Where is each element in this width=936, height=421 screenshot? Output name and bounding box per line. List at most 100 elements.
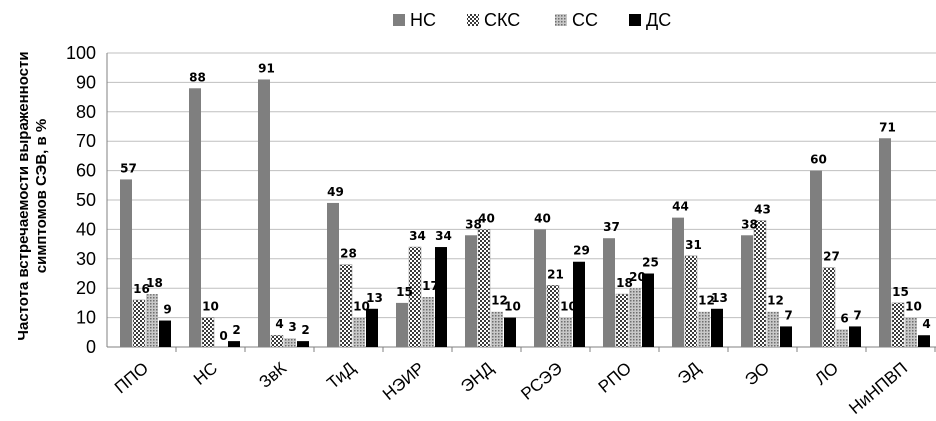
bar [849, 326, 861, 347]
legend-label: СКС [484, 10, 520, 30]
bar [767, 311, 779, 347]
data-label: 20 [629, 270, 646, 284]
y-axis-label-line: симптомов СЭВ, в % [33, 119, 50, 273]
category-label: НЭИР [379, 359, 428, 404]
category-label: ЭО [741, 359, 773, 390]
data-label: 91 [258, 61, 275, 75]
data-label: 38 [741, 217, 758, 231]
data-label: 34 [435, 229, 452, 243]
data-label: 28 [340, 247, 357, 261]
data-label: 12 [491, 294, 508, 308]
bar [465, 235, 477, 347]
bar [560, 317, 572, 347]
data-label: 13 [366, 291, 383, 305]
bar [396, 302, 408, 347]
bar [435, 247, 447, 347]
y-tick-label: 20 [76, 278, 96, 298]
data-label: 13 [711, 291, 728, 305]
legend-swatch [393, 14, 405, 26]
bar [159, 320, 171, 347]
data-label: 4 [275, 317, 283, 331]
bar [891, 302, 905, 348]
data-label: 15 [396, 285, 413, 299]
category-label: ЛО [811, 359, 842, 389]
legend: НС СКС СС ДС [393, 10, 671, 30]
data-label: 40 [534, 211, 551, 225]
data-label: 27 [823, 250, 840, 264]
data-label: 34 [409, 229, 426, 243]
bar [603, 238, 615, 347]
legend-swatch [555, 14, 567, 26]
category-label: ЭД [674, 358, 704, 388]
data-label: 12 [698, 294, 715, 308]
bar [132, 299, 146, 348]
bar [201, 317, 215, 348]
bar [684, 255, 698, 348]
bar [573, 261, 585, 347]
bar [615, 293, 629, 348]
bar [711, 308, 723, 347]
y-tick-label: 0 [86, 337, 96, 357]
data-label: 6 [840, 311, 848, 325]
data-label: 31 [685, 238, 702, 252]
data-label: 10 [560, 300, 577, 314]
bar [353, 317, 365, 347]
y-tick-label: 90 [76, 72, 96, 92]
bar [753, 220, 767, 348]
data-label: 49 [327, 185, 344, 199]
bar [366, 308, 378, 347]
bar [836, 329, 848, 347]
data-label: 10 [202, 300, 219, 314]
data-label: 10 [905, 300, 922, 314]
legend-label: СС [572, 10, 598, 30]
data-label: 2 [301, 323, 309, 337]
bar [339, 264, 353, 348]
data-label: 17 [422, 279, 439, 293]
data-label: 4 [922, 317, 930, 331]
category-label: РСЭЭ [517, 359, 566, 404]
y-tick-label: 60 [76, 161, 96, 181]
legend-label: ДС [646, 10, 671, 30]
bar [422, 297, 434, 347]
data-label: 43 [754, 203, 771, 217]
bar [879, 138, 891, 347]
legend-label: НС [410, 10, 436, 30]
bar [146, 294, 158, 347]
bar [822, 267, 836, 348]
data-label: 10 [353, 300, 370, 314]
y-tick-label: 50 [76, 190, 96, 210]
gridlines [107, 52, 936, 348]
legend-swatch [629, 14, 641, 26]
category-label: ТиД [323, 358, 359, 393]
bar [477, 229, 491, 348]
bar [672, 217, 684, 347]
data-label: 2 [232, 323, 240, 337]
bar [297, 341, 309, 347]
data-label: 18 [616, 276, 633, 290]
bar [408, 246, 422, 348]
bar [780, 326, 792, 347]
data-label: 21 [547, 267, 564, 281]
data-label: 0 [219, 329, 227, 343]
bar [918, 335, 930, 347]
bar [629, 288, 641, 347]
data-label: 60 [810, 153, 827, 167]
bar [491, 311, 503, 347]
category-label: НиНПВП [845, 359, 911, 418]
bar [642, 273, 654, 347]
data-label: 37 [603, 220, 620, 234]
data-label: 40 [478, 211, 495, 225]
data-label: 7 [784, 308, 792, 322]
bar [810, 170, 822, 347]
data-label: 7 [853, 308, 861, 322]
data-label: 44 [672, 200, 689, 214]
bar [698, 311, 710, 347]
data-label: 71 [879, 120, 896, 134]
y-axis-label: Частота встречаемости выраженностисимпто… [15, 51, 50, 340]
data-label: 38 [465, 217, 482, 231]
data-label: 29 [573, 244, 590, 258]
data-label: 16 [133, 282, 150, 296]
